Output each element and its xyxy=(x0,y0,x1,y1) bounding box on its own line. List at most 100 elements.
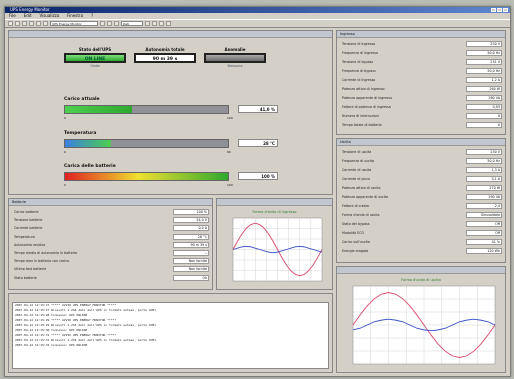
output-panel: Uscita Tensione di uscita 230 V Frequenza … xyxy=(336,138,506,263)
menu-edit[interactable]: Edit xyxy=(23,13,32,18)
alarm-icon[interactable] xyxy=(152,21,157,26)
info-row: Corrente batterie 0,0 A xyxy=(12,225,209,232)
info-row: Corrente di uscita 1,3 A xyxy=(340,167,502,173)
info-row-value: 260 W xyxy=(466,86,502,92)
minimize-button[interactable] xyxy=(491,8,496,12)
status-panel-header xyxy=(9,31,332,38)
info-row-value: 270 W xyxy=(466,185,502,191)
info-row-label: Temperatura xyxy=(14,234,35,239)
info-row-value: Sinusoidale xyxy=(466,212,502,218)
info-row-label: Corrente batterie xyxy=(14,226,43,231)
info-row-value: 120 Wh xyxy=(466,248,502,254)
output-waveform-chart: Forma d'onda di uscita xyxy=(352,278,496,365)
info-row: Fattore di cresta 2,4 xyxy=(340,203,502,209)
info-row: Corrente di picco 3,1 A xyxy=(340,176,502,182)
info-row-value: Non fornito xyxy=(173,266,209,273)
info-row: Tensione di ingresso 230 V xyxy=(340,41,502,47)
chart-title: Forma d'onda di uscita xyxy=(401,278,441,282)
battery-gauge-value: 100 % xyxy=(238,172,278,180)
battery-gauge-min: 0 xyxy=(64,183,66,187)
menu-window[interactable]: Finestra xyxy=(67,13,84,18)
new-icon[interactable] xyxy=(8,21,13,26)
help-icon[interactable] xyxy=(166,21,171,26)
chart-icon[interactable] xyxy=(114,21,119,26)
info-row-value: 1,2 A xyxy=(466,77,502,83)
info-row-label: Tensione batterie xyxy=(14,218,43,223)
info-row-label: Potenza apparente di uscita xyxy=(342,195,388,199)
battery-gauge-bar xyxy=(64,172,229,181)
input-panel: Ingresso Tensione di ingresso 230 V Freque… xyxy=(336,30,506,135)
info-row-value: 231 V xyxy=(466,59,502,65)
load-gauge-value: 41,0 % xyxy=(238,105,278,113)
refresh-icon[interactable] xyxy=(107,21,112,26)
load-gauge-max: 100 xyxy=(227,116,233,120)
log-panel: 2007-04-12 12:15:27 ***** AVVIO UPS ENER… xyxy=(8,293,333,373)
info-row-value: -- xyxy=(173,250,209,256)
settings-icon[interactable] xyxy=(36,21,41,26)
info-row-value: 1,3 A xyxy=(466,167,502,173)
info-row-value: 50,0 Hz xyxy=(466,50,502,56)
info-row: Modalità ECO Off xyxy=(340,230,502,236)
save-icon[interactable] xyxy=(22,21,27,26)
view-select[interactable]: Dati xyxy=(121,21,143,26)
info-icon[interactable] xyxy=(43,21,48,26)
close-button[interactable] xyxy=(503,8,508,12)
info-row-value: 0 xyxy=(466,113,502,119)
temperature-gauge-value: 28 °C xyxy=(238,139,278,147)
menu-bar: File Edit Visualizza Finestra ? xyxy=(5,13,510,19)
load-gauge-bar xyxy=(64,105,229,114)
log-line: 2007-04-12 12:15:29 ***** AVVIO UPS ENER… xyxy=(15,318,117,322)
info-row-label: Tensione di bypass xyxy=(342,60,374,64)
log-line: 2007-04-12 12:15:27 Ricevuti 1.234 dati … xyxy=(15,308,156,312)
info-row-label: Frequenza di ingresso xyxy=(342,51,378,55)
info-row-label: Forma d'onda di uscita xyxy=(342,213,380,217)
info-row: Autonomia residua 90 m 39 s xyxy=(12,241,209,248)
info-row-label: Tempo totale di batteria xyxy=(342,123,382,127)
info-row: Stato del bypass Off xyxy=(340,221,502,227)
info-row-value: 54,0 V xyxy=(173,217,209,224)
menu-view[interactable]: Visualizza xyxy=(39,13,60,18)
info-row-value: 50,0 Hz xyxy=(466,68,502,74)
battery-gauge: Carica delle batterie 100 % 0 100 xyxy=(64,164,284,188)
ups-state-label: Stato dell'UPS xyxy=(78,47,112,52)
menu-file[interactable]: File xyxy=(9,13,16,18)
connect-icon[interactable] xyxy=(100,21,105,26)
info-row: Carica batterie 100 % xyxy=(12,209,209,215)
info-row: Frequenza di bypass 50,0 Hz xyxy=(340,68,502,74)
print-icon[interactable] xyxy=(29,21,34,26)
ups-select[interactable]: UPS Energy Monitor xyxy=(50,21,98,26)
chart-title: Forma d'onda di ingresso xyxy=(252,210,296,214)
info-row-label: Ultimo test batterie xyxy=(14,267,47,272)
info-row-label: Potenza apparente di ingresso xyxy=(342,96,393,100)
log-line: 2007-04-12 12:15:28 Connesso: UPS ONLINE xyxy=(15,313,88,317)
info-row-label: Tensione di ingresso xyxy=(342,42,376,46)
battery-panel-title: Batterie xyxy=(9,199,212,206)
window-controls xyxy=(491,8,508,12)
maximize-button[interactable] xyxy=(497,8,502,12)
open-icon[interactable] xyxy=(15,21,20,26)
load-gauge-min: 0 xyxy=(64,116,66,120)
ups-state-sub: Onde xyxy=(90,64,100,68)
output-panel-title: Uscita xyxy=(337,139,505,146)
info-row-label: Fattore di potenza di ingresso xyxy=(342,105,391,109)
battery-gauge-label: Carica delle batterie xyxy=(64,164,116,169)
autonomy-value: 90 m 39 s xyxy=(134,53,196,63)
menu-help[interactable]: ? xyxy=(91,13,94,18)
info-row-label: Frequenza di uscita xyxy=(342,159,374,163)
info-row: Tempo max in batteria con carico Non forn… xyxy=(12,258,209,265)
log-icon[interactable] xyxy=(145,21,150,26)
info-row-value: 0,93 xyxy=(466,104,502,110)
info-row-value: 0,0 A xyxy=(173,225,209,232)
info-row-label: Carico sull'uscita xyxy=(342,240,370,244)
info-row-value: 100 % xyxy=(173,209,209,215)
info-row: Tempo totale di batteria 0 xyxy=(340,122,502,128)
temperature-gauge-bar xyxy=(64,139,229,148)
stop-icon[interactable] xyxy=(159,21,164,26)
info-row: Tensione di bypass 231 V xyxy=(340,59,502,65)
anomalies: Anomalie Nessuna xyxy=(204,47,266,68)
autonomy-label: Autonomia totale xyxy=(145,47,185,52)
info-row-label: Stato del bypass xyxy=(342,222,370,226)
event-log[interactable]: 2007-04-12 12:15:27 ***** AVVIO UPS ENER… xyxy=(12,302,329,369)
log-line: 2007-04-12 12:15:30 Connesso: UPS ONLINE xyxy=(15,328,88,332)
temperature-gauge-min: 0 xyxy=(64,150,66,154)
